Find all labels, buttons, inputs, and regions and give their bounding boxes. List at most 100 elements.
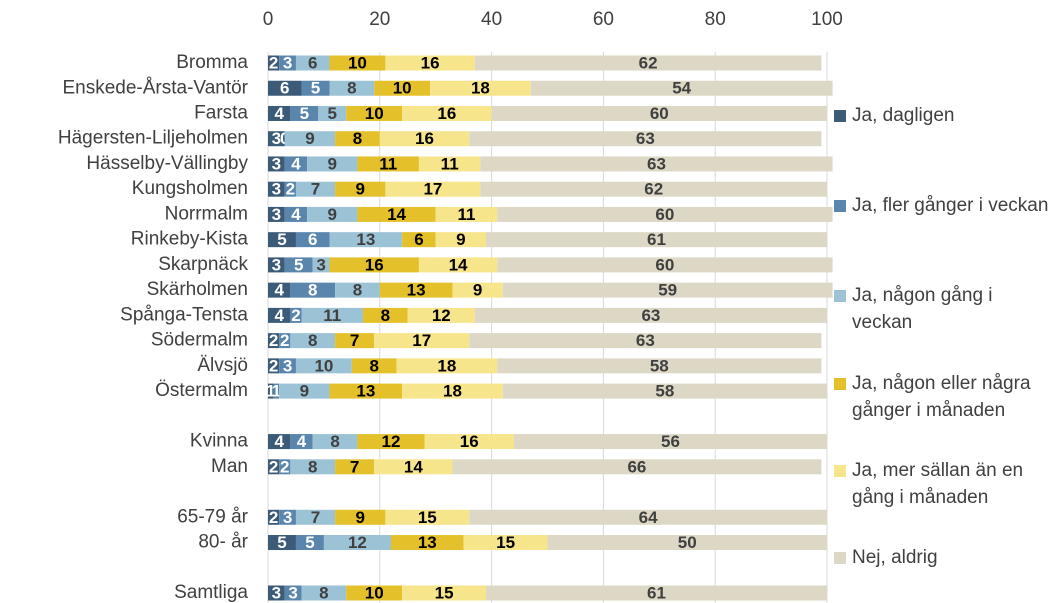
bar-segment bbox=[295, 181, 336, 197]
value-label: 14 bbox=[387, 205, 406, 224]
legend-swatch bbox=[834, 378, 846, 390]
value-label: 9 bbox=[300, 382, 309, 401]
bar-segment bbox=[335, 509, 386, 525]
value-label: 7 bbox=[350, 331, 359, 350]
value-label: 6 bbox=[414, 230, 423, 249]
value-label: 2 bbox=[269, 508, 278, 527]
bar-segment bbox=[480, 156, 833, 172]
bar-segment bbox=[357, 156, 419, 172]
x-tick-label: 80 bbox=[705, 9, 726, 30]
legend-swatch bbox=[834, 465, 846, 477]
value-label: 12 bbox=[348, 533, 367, 552]
value-label: 50 bbox=[678, 533, 697, 552]
value-label: 58 bbox=[655, 382, 674, 401]
value-label: 8 bbox=[347, 79, 356, 98]
value-label: 18 bbox=[437, 356, 456, 375]
bar-segment bbox=[290, 434, 313, 450]
bar-segment bbox=[502, 282, 833, 298]
value-label: 15 bbox=[435, 583, 454, 602]
value-label: 60 bbox=[655, 205, 674, 224]
bar-segment bbox=[418, 257, 498, 273]
value-label: 13 bbox=[418, 533, 437, 552]
legend-label: Ja, någon gång i veckan bbox=[852, 285, 993, 333]
bar-segment bbox=[312, 257, 330, 273]
value-label: 2 bbox=[291, 306, 300, 325]
bar-segment bbox=[379, 282, 453, 298]
bar-segment bbox=[363, 307, 408, 323]
bar-segment bbox=[402, 383, 503, 399]
value-label: 4 bbox=[274, 281, 284, 300]
legend-item: Nej, aldrig bbox=[832, 544, 1050, 571]
bar-segment bbox=[268, 105, 291, 121]
bar-segment bbox=[268, 307, 291, 323]
bar-segment bbox=[351, 358, 397, 374]
legend-label: Ja, någon eller några gånger i månaden bbox=[852, 373, 1031, 421]
bar-segment bbox=[279, 55, 296, 71]
category-label: Samtliga bbox=[174, 582, 248, 603]
x-tick-label: 40 bbox=[481, 9, 502, 30]
bar-segment bbox=[268, 585, 285, 601]
legend-swatch bbox=[834, 200, 846, 212]
value-label: 7 bbox=[311, 180, 320, 199]
bar-segment bbox=[290, 282, 336, 298]
value-label: 3 bbox=[272, 255, 281, 274]
bar-segment bbox=[268, 434, 291, 450]
category-label: Hässelby-Vällingby bbox=[86, 153, 248, 174]
value-label: 61 bbox=[647, 230, 666, 249]
legend-item: Ja, fler gånger i veckan bbox=[832, 192, 1050, 219]
legend-item: Ja, dagligen bbox=[832, 102, 1050, 129]
value-label: 11 bbox=[379, 154, 397, 173]
bar-segment bbox=[469, 509, 827, 525]
bar-segment bbox=[435, 206, 498, 222]
bar-segment bbox=[435, 232, 487, 248]
bar-segment bbox=[295, 55, 330, 71]
bar-segment bbox=[301, 585, 347, 601]
bar-segment bbox=[335, 181, 386, 197]
bar-segment bbox=[318, 105, 347, 121]
value-label: 62 bbox=[644, 180, 663, 199]
value-label: 18 bbox=[443, 382, 462, 401]
bar-segment bbox=[273, 383, 280, 399]
value-label: 1 bbox=[272, 382, 281, 401]
value-label: 15 bbox=[496, 533, 515, 552]
category-label: Rinkeby-Kista bbox=[131, 229, 249, 250]
bar-segment bbox=[284, 585, 302, 601]
value-label: 4 bbox=[291, 205, 301, 224]
value-label: 5 bbox=[294, 255, 303, 274]
value-label: 3 bbox=[272, 154, 281, 173]
value-label: 8 bbox=[369, 356, 378, 375]
bar-segment bbox=[474, 307, 827, 323]
bar-segment bbox=[284, 156, 308, 172]
value-label: 10 bbox=[393, 79, 412, 98]
bar-segment bbox=[307, 156, 358, 172]
bar-segment bbox=[390, 535, 464, 551]
bar-segment bbox=[335, 333, 375, 349]
bar-segment bbox=[268, 206, 285, 222]
value-label: 14 bbox=[404, 457, 423, 476]
value-label: 13 bbox=[356, 382, 375, 401]
category-label: 80- år bbox=[198, 532, 248, 553]
value-label: 1 bbox=[266, 382, 275, 401]
bar-segment bbox=[357, 206, 436, 222]
value-label: 7 bbox=[311, 508, 320, 527]
category-label: Hägersten-Liljeholmen bbox=[58, 128, 248, 149]
bar-segment bbox=[402, 105, 492, 121]
value-label: 12 bbox=[432, 306, 451, 325]
legend-swatch bbox=[834, 110, 846, 122]
value-label: 62 bbox=[639, 53, 658, 72]
bar-segment bbox=[502, 383, 827, 399]
category-label: Kungsholmen bbox=[132, 178, 248, 199]
bar-segment bbox=[268, 383, 274, 399]
value-label: 56 bbox=[661, 432, 680, 451]
legend-label: Nej, aldrig bbox=[852, 547, 938, 568]
value-label: 9 bbox=[328, 154, 337, 173]
bar-segment bbox=[268, 80, 302, 96]
value-label: 3 bbox=[272, 205, 281, 224]
bar-segment bbox=[530, 80, 833, 96]
bar-segment bbox=[307, 206, 358, 222]
bar-segment bbox=[335, 131, 380, 147]
value-label: 63 bbox=[647, 154, 666, 173]
category-label: Skarpnäck bbox=[158, 254, 248, 275]
legend-label: Ja, mer sällan än en gång i månaden bbox=[852, 460, 1024, 508]
bar-segment bbox=[268, 333, 280, 349]
